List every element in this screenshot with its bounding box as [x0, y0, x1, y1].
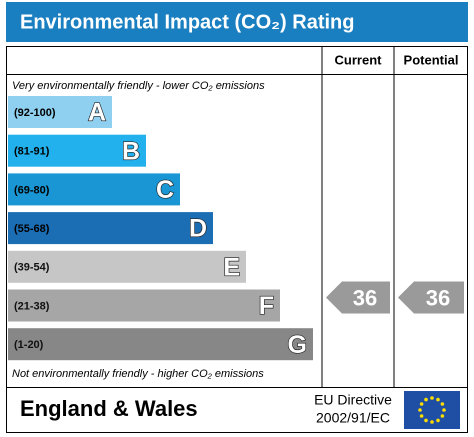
band-range: (39-54): [14, 262, 50, 274]
band-range: (69-80): [14, 184, 50, 196]
flag-star: [424, 418, 428, 423]
band-range: (92-100): [14, 107, 56, 119]
footer-box: [6, 387, 468, 433]
flag-star: [436, 397, 440, 402]
band: [8, 212, 213, 245]
rating-value: 36: [353, 285, 377, 310]
band: [8, 289, 280, 322]
title-bar: [6, 2, 468, 42]
band: [8, 328, 313, 361]
flag-star: [442, 408, 446, 412]
eu-flag: [404, 391, 460, 429]
directive: EU Directive: [314, 392, 392, 408]
band-range: (55-68): [14, 223, 50, 235]
flag-star: [419, 402, 424, 406]
band: [8, 250, 246, 283]
flag-star: [440, 414, 445, 418]
band-letter: B: [122, 137, 140, 165]
band: [8, 134, 146, 167]
directive-code: 2002/91/EC: [316, 410, 390, 426]
title: Environmental Impact (CO₂) Rating: [20, 11, 354, 33]
top-note: Very environmentally friendly - lower CO…: [12, 80, 265, 92]
region: England & Wales: [20, 396, 198, 421]
flag-star: [436, 418, 440, 423]
rating-value: 36: [426, 285, 450, 310]
band-range: (1-20): [14, 339, 44, 351]
band-letter: C: [156, 176, 174, 204]
flag-star: [430, 420, 434, 424]
band-letter: A: [88, 99, 106, 127]
band-range: (21-38): [14, 300, 50, 312]
band-range: (81-91): [14, 146, 50, 158]
rating-arrow: [398, 281, 464, 314]
band: [8, 173, 180, 206]
flag-star: [440, 402, 445, 406]
band-letter: D: [189, 215, 207, 243]
band: [8, 96, 112, 128]
bottom-note: Not environmentally friendly - higher CO…: [12, 368, 264, 380]
flag-star: [418, 408, 422, 412]
band-letter: E: [223, 253, 240, 281]
band-letter: F: [259, 292, 274, 320]
potential-header: Potential: [404, 52, 459, 67]
current-header: Current: [335, 52, 383, 67]
flag-star: [424, 397, 428, 402]
band-letter: G: [288, 331, 307, 359]
rating-arrow: [326, 281, 390, 314]
flag-star: [419, 414, 424, 418]
flag-star: [430, 396, 434, 400]
